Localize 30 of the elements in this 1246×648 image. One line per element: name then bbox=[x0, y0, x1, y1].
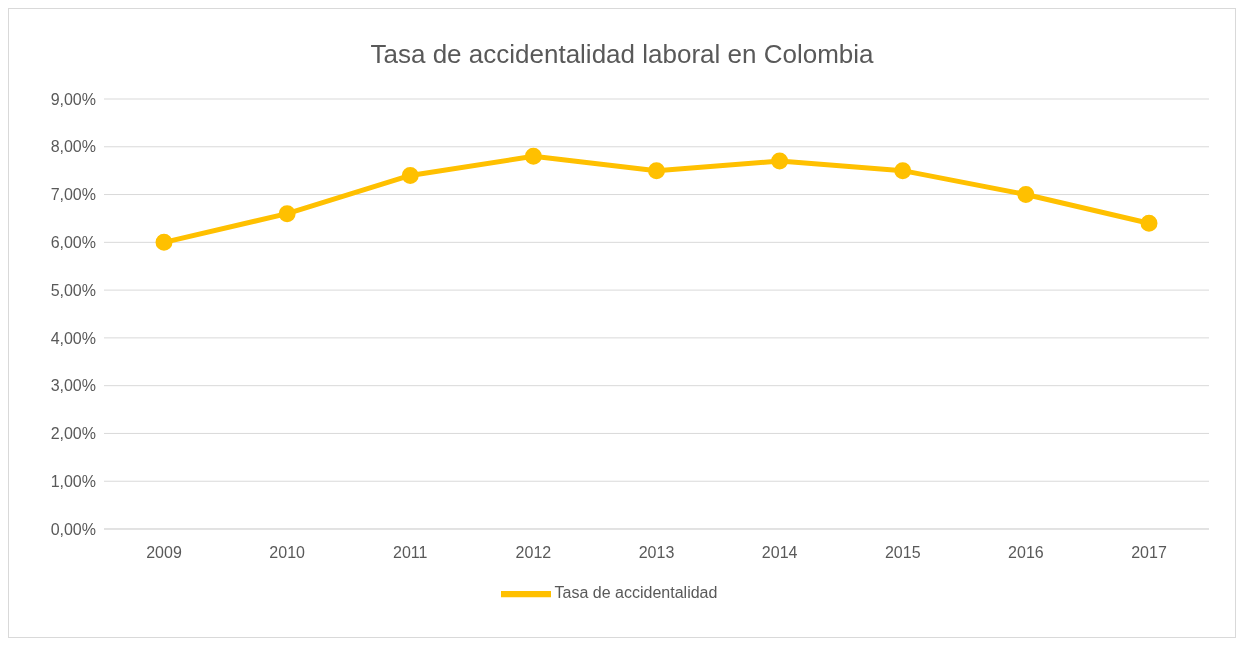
point bbox=[401, 166, 419, 184]
x-tick-label: 2010 bbox=[269, 544, 306, 562]
point bbox=[648, 162, 665, 180]
x-tick-label: 2012 bbox=[515, 544, 552, 562]
x-tick-label: 2014 bbox=[761, 544, 798, 562]
y-tick-label: 7,00% bbox=[50, 186, 96, 204]
point bbox=[1140, 214, 1158, 232]
point bbox=[1017, 186, 1035, 204]
y-tick-label: 4,00% bbox=[50, 329, 96, 347]
y-tick-label: 5,00% bbox=[50, 281, 96, 299]
point bbox=[524, 147, 542, 165]
y-tick-label: 3,00% bbox=[50, 377, 96, 395]
y-tick-label: 0,00% bbox=[50, 520, 96, 538]
point bbox=[278, 205, 296, 223]
x-tick-label: 2011 bbox=[393, 544, 428, 562]
y-tick-label: 8,00% bbox=[50, 138, 96, 156]
x-tick-label: 2013 bbox=[638, 544, 675, 562]
point bbox=[894, 162, 912, 180]
x-tick-label: 2015 bbox=[884, 544, 921, 562]
y-tick-label: 1,00% bbox=[50, 472, 96, 490]
y-tick-label: 6,00% bbox=[50, 234, 96, 252]
legend-label: Tasa de accidentalidad bbox=[554, 584, 718, 602]
x-tick-label: 2017 bbox=[1131, 544, 1167, 562]
x-tick-label: 2009 bbox=[146, 544, 182, 562]
chart-title: Tasa de accidentalidad laboral en Colombia bbox=[369, 38, 875, 71]
y-tick-label: 2,00% bbox=[50, 425, 96, 443]
x-tick-label: 2016 bbox=[1008, 544, 1044, 562]
point bbox=[771, 152, 789, 170]
point bbox=[155, 233, 173, 251]
y-tick-label: 9,00% bbox=[50, 90, 96, 108]
